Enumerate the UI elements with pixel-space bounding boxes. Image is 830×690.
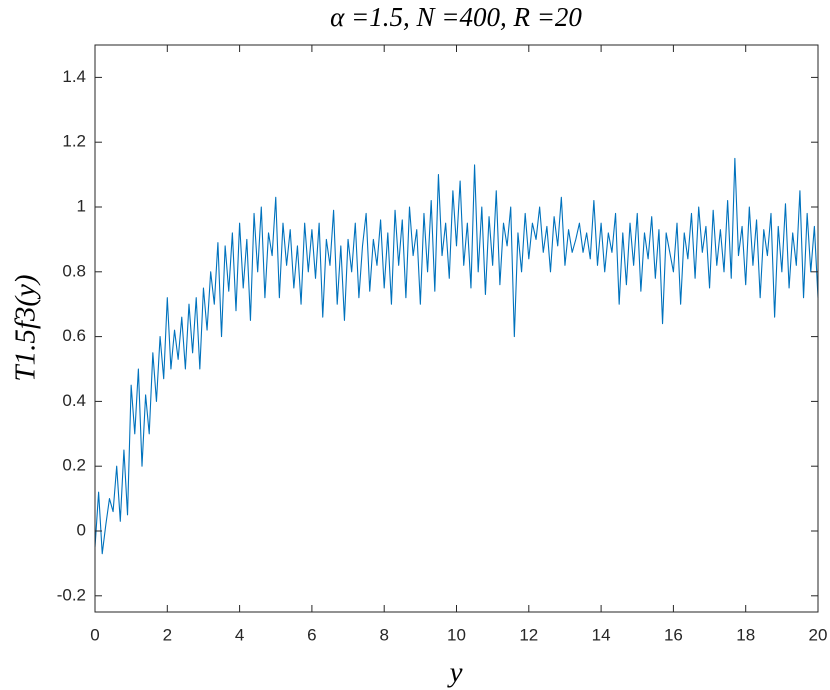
y-tick-label: 1.2 [62, 132, 86, 151]
data-line [94, 157, 819, 555]
y-tick-label: 0.8 [62, 261, 86, 280]
x-tick-label: 20 [809, 625, 828, 644]
x-tick-label: 8 [379, 625, 388, 644]
plot-area [95, 45, 818, 612]
x-tick-label: 16 [664, 625, 683, 644]
x-tick-label: 10 [447, 625, 466, 644]
x-tick-label: 18 [736, 625, 755, 644]
x-axis-label: y [447, 657, 463, 689]
x-tick-label: 6 [307, 625, 316, 644]
plot [94, 157, 819, 555]
y-tick-label: 0 [77, 520, 86, 539]
x-tick-label: 12 [519, 625, 538, 644]
y-tick-label: 0.6 [62, 326, 86, 345]
y-tick-label: 0.4 [62, 391, 86, 410]
x-tick-label: 14 [592, 625, 611, 644]
x-tick-label: 4 [235, 625, 244, 644]
x-tick-label: 2 [163, 625, 172, 644]
y-axis-label: T1.5f3(y) [10, 274, 42, 381]
y-tick-label: 1.4 [62, 67, 86, 86]
y-tick-label: 0.2 [62, 456, 86, 475]
x-tick-label: 0 [90, 625, 99, 644]
y-tick-label: 1 [77, 196, 86, 215]
chart-title: α =1.5, N =400, R =20 [330, 2, 582, 32]
y-tick-label: -0.2 [57, 585, 86, 604]
